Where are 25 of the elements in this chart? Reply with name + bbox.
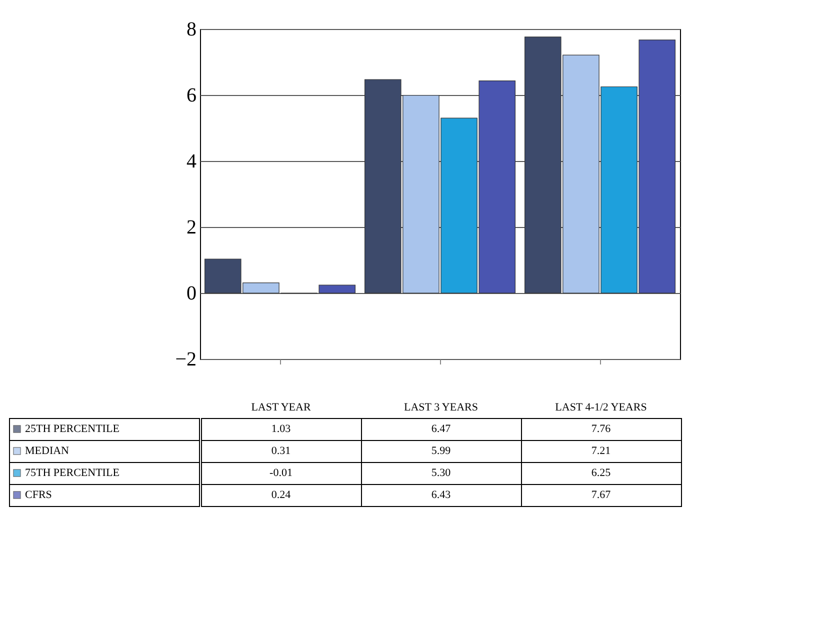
data-label: 0.24 [271,489,292,501]
data-label: 6.43 [431,489,452,501]
data-label: 1.03 [271,423,292,435]
x-tick-label: LAST YEAR [251,402,312,414]
legend-label: 25TH PERCENTILE [25,423,120,435]
legend-label: MEDIAN [25,445,70,457]
data-label: -0.01 [270,467,292,479]
y-tick-label: 2 [186,216,196,238]
y-tick-label: −2 [175,348,196,370]
data-label: 7.21 [591,445,611,457]
y-tick-label: 6 [186,84,196,106]
y-tick-label: 0 [186,282,196,304]
y-tick-label: 4 [186,150,196,172]
data-label: 5.99 [431,445,452,457]
data-label: 6.25 [591,467,612,479]
x-tick-label: LAST 4-1/2 YEARS [555,402,647,414]
y-tick-label: 8 [186,18,196,40]
data-label: 5.30 [431,467,452,479]
legend-label: CFRS [25,489,52,501]
data-label: 6.47 [431,423,452,435]
legend-label: 75TH PERCENTILE [25,467,120,479]
data-label: 7.67 [591,489,612,501]
data-label: 7.76 [591,423,612,435]
x-tick-label: LAST 3 YEARS [404,402,478,414]
data-label: 0.31 [271,445,291,457]
